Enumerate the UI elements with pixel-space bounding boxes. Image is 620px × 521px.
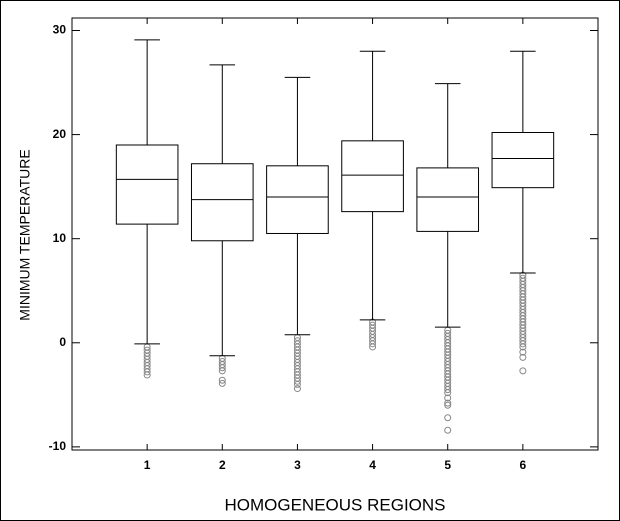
plot-frame	[71, 17, 599, 451]
outlier	[218, 376, 226, 384]
outlier	[444, 386, 452, 394]
y-tick-label: 0	[59, 335, 66, 349]
y-tick-label: 20	[53, 127, 67, 141]
outlier	[444, 414, 452, 422]
x-tick-label: 4	[369, 458, 376, 472]
outlier	[369, 340, 377, 348]
outlier	[444, 394, 452, 402]
box	[266, 165, 329, 234]
box	[115, 144, 179, 225]
outlier	[444, 426, 452, 434]
box	[190, 163, 254, 242]
outlier	[444, 399, 452, 407]
x-tick-label: 2	[219, 458, 226, 472]
outlier	[143, 371, 151, 379]
x-tick-label: 5	[444, 458, 451, 472]
x-tick-label: 6	[520, 458, 527, 472]
outlier	[218, 367, 226, 375]
outlier	[519, 348, 527, 356]
x-tick-label: 1	[144, 458, 151, 472]
y-tick-label: 30	[53, 23, 67, 37]
outlier	[519, 353, 527, 361]
outlier	[218, 379, 226, 387]
y-tick-label: 10	[53, 231, 67, 245]
x-tick-label: 3	[294, 458, 301, 472]
outlier	[293, 385, 301, 393]
outlier	[519, 343, 527, 351]
outlier	[444, 389, 452, 397]
outlier	[218, 364, 226, 372]
y-tick-label: -10	[49, 439, 67, 453]
outlier	[519, 340, 527, 348]
outlier	[444, 401, 452, 409]
box	[491, 132, 555, 189]
y-axis-label: MINIMUM TEMPERATURE	[17, 149, 33, 320]
outlier	[519, 367, 527, 375]
outlier	[143, 368, 151, 376]
x-axis-label: HOMOGENEOUS REGIONS	[224, 495, 445, 514]
outlier	[293, 377, 301, 385]
outlier	[369, 343, 377, 351]
box	[416, 167, 480, 232]
box	[341, 140, 404, 213]
outlier	[293, 380, 301, 388]
